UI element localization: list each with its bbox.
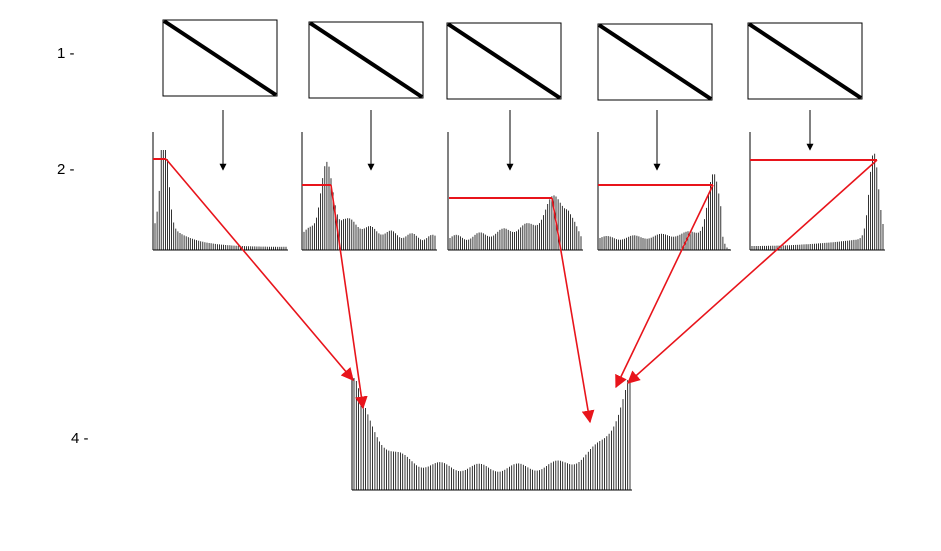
row-label-1: 1 - xyxy=(57,45,75,62)
histogram-2 xyxy=(301,132,437,251)
peak-connector-arrow-5 xyxy=(627,159,878,384)
peak-connector-arrow-1 xyxy=(165,158,354,381)
peak-connector-arrow-4 xyxy=(615,184,714,389)
row-label-2: 2 - xyxy=(57,161,75,178)
histogram-1 xyxy=(152,132,288,251)
histogram-3 xyxy=(447,132,583,251)
combined-histogram xyxy=(351,375,632,491)
peak-connectors xyxy=(153,158,878,424)
row-label-4: 4 - xyxy=(71,430,89,447)
diagonal-box-2 xyxy=(308,21,424,99)
peak-connector-arrow-2 xyxy=(330,184,368,410)
diagonal-box-3 xyxy=(446,22,562,100)
diagonal-box-5 xyxy=(747,22,863,100)
diagonal-box-4 xyxy=(597,23,713,101)
histogram-5 xyxy=(749,132,885,251)
histogram-4 xyxy=(597,132,731,251)
diagonal-box-1 xyxy=(162,19,278,97)
peak-connector-arrow-3 xyxy=(551,197,595,424)
